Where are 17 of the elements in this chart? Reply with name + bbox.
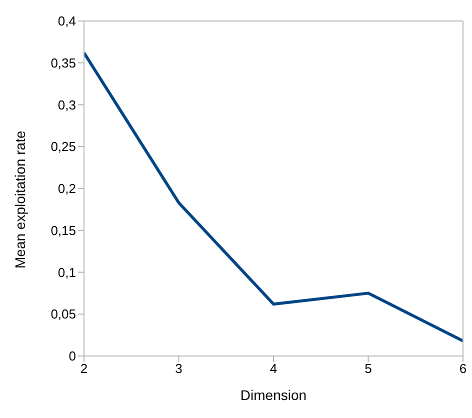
- y-tick-label: 0: [68, 348, 76, 364]
- x-tick-label: 4: [270, 361, 278, 376]
- y-tick-label: 0,4: [58, 14, 76, 29]
- y-axis-title: Mean exploitation rate: [12, 130, 28, 268]
- y-tick-label: 0,05: [50, 306, 76, 322]
- x-tick-label: 2: [80, 361, 88, 376]
- y-tick-label: 0,15: [50, 222, 76, 238]
- line-series: [84, 51, 463, 342]
- x-axis-title: Dimension: [240, 387, 307, 403]
- y-tick-label: 0,25: [50, 139, 76, 154]
- x-tick-label: 3: [175, 361, 182, 376]
- y-tick-label: 0,35: [50, 55, 76, 70]
- x-tick-label: 6: [459, 361, 467, 376]
- y-tick-label: 0,2: [58, 181, 76, 196]
- x-tick-label: 5: [364, 361, 372, 376]
- y-tick-label: 0,1: [58, 264, 76, 280]
- y-tick-label: 0,3: [58, 97, 76, 112]
